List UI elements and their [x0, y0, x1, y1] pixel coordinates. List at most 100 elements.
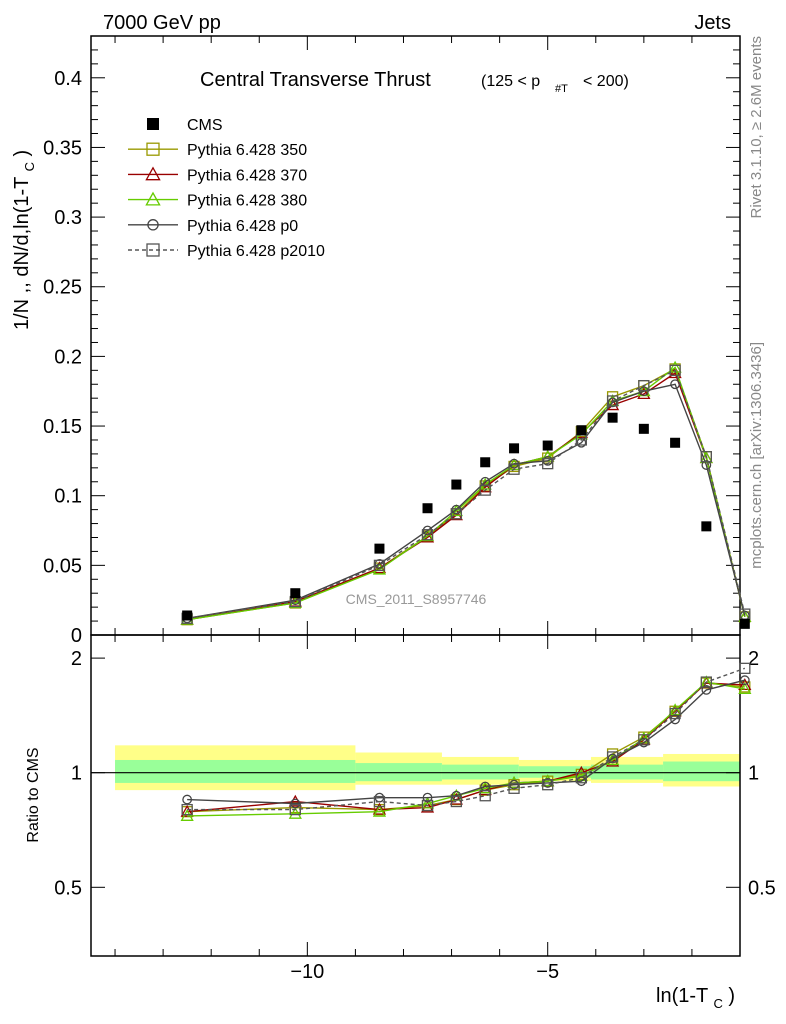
x-label-sub: C	[713, 996, 722, 1011]
marker-open-triangle	[420, 800, 435, 813]
marker-open-square	[575, 772, 588, 784]
marker-open-circle	[147, 219, 159, 231]
marker-open-circle	[451, 790, 462, 801]
y-label-top-end: )	[11, 150, 33, 157]
series-line	[187, 367, 746, 621]
marker-open-triangle	[738, 682, 752, 694]
y-tick-label: 0	[71, 625, 82, 647]
marker-open-circle	[422, 525, 433, 536]
marker-filled-square	[451, 479, 462, 490]
legend: CMS Pythia 6.428 350 Pythia 6.428 370 Pythi…	[128, 117, 325, 260]
marker-open-square	[479, 484, 491, 496]
y-tick-label: 0.1	[54, 486, 82, 508]
marker-filled-square	[701, 521, 712, 532]
marker-open-circle	[422, 792, 433, 803]
header-left: 7000 GeV pp	[103, 12, 221, 34]
y-tick-label: 0.2	[54, 346, 82, 368]
legend-label: Pythia 6.428 350	[187, 142, 307, 159]
marker-filled-square	[739, 618, 750, 629]
marker-filled-square	[638, 423, 649, 434]
marker-open-triangle	[449, 504, 463, 517]
marker-open-triangle	[420, 529, 435, 542]
y-tick-label: 0.15	[43, 416, 82, 438]
marker-open-square	[669, 707, 681, 720]
header-right: Jets	[694, 12, 731, 34]
marker-open-square	[450, 508, 463, 520]
y-tick-label: 0.35	[43, 137, 82, 159]
ratio-tick-label-left: 1	[71, 763, 82, 785]
marker-filled-square	[374, 543, 385, 554]
marker-open-square	[373, 559, 386, 571]
source-label: mcplots.cern.ch [arXiv:1306.3436]	[748, 342, 765, 569]
marker-open-square	[146, 142, 160, 156]
marker-open-triangle	[668, 703, 682, 716]
legend-label: Pythia 6.428 p2010	[187, 243, 325, 260]
chart-title-main: Central Transverse Thrust	[200, 69, 431, 91]
marker-open-circle	[607, 753, 618, 764]
series-ratio	[180, 662, 752, 821]
band-inner	[518, 766, 591, 778]
ratio-panel-frame	[90, 634, 741, 957]
marker-open-square	[739, 662, 751, 674]
marker-filled-square	[607, 412, 618, 423]
series-line	[187, 372, 746, 621]
marker-open-square	[450, 795, 463, 808]
band-inner	[663, 761, 740, 782]
series-line	[187, 369, 746, 619]
marker-open-square	[479, 790, 491, 802]
x-tick-label: −10	[290, 961, 324, 983]
marker-open-square	[181, 803, 193, 816]
marker-open-circle	[542, 778, 553, 788]
marker-open-triangle	[145, 166, 161, 181]
marker-open-triangle	[145, 191, 161, 206]
y-axis-label-top: 1/N ,, dN/d,ln(1-T C )	[11, 150, 37, 330]
marker-open-triangle	[637, 387, 651, 400]
y-tick-label: 0.25	[43, 277, 82, 299]
marker-open-square	[508, 782, 520, 794]
marker-open-circle	[451, 504, 462, 515]
marker-open-triangle	[541, 774, 555, 787]
marker-filled-square	[290, 588, 301, 599]
marker-open-square	[373, 795, 386, 808]
marker-open-square	[700, 451, 712, 463]
legend-label: CMS	[187, 117, 223, 134]
marker-open-circle	[739, 675, 750, 686]
chart-title: Central Transverse Thrust (125 < p #T < …	[200, 69, 629, 95]
ratio-tick-label-left: 2	[71, 648, 82, 670]
marker-open-triangle	[420, 796, 435, 809]
marker-open-circle	[542, 455, 553, 466]
marker-open-triangle	[372, 562, 387, 575]
marker-open-circle	[670, 714, 680, 725]
marker-filled-square	[542, 440, 553, 451]
y-label-top-main: 1/N ,, dN/d,ln(1-T	[11, 177, 33, 330]
marker-open-square	[542, 779, 554, 791]
marker-open-square	[606, 751, 619, 763]
marker-open-triangle	[180, 809, 194, 821]
marker-filled-square	[576, 425, 587, 436]
band-inner	[590, 764, 664, 780]
marker-open-square	[606, 395, 619, 407]
y-tick-label: 0.05	[43, 555, 82, 577]
chart-title-cut-end: < 200)	[583, 73, 629, 90]
marker-filled-square	[480, 457, 491, 468]
legend-label: Pythia 6.428 p0	[187, 218, 298, 235]
marker-open-square	[421, 799, 434, 812]
marker-open-triangle	[738, 678, 752, 691]
band-inner	[441, 764, 519, 780]
marker-filled-square	[670, 437, 681, 448]
marker-open-circle	[290, 798, 301, 809]
marker-open-triangle	[605, 753, 620, 766]
series-line	[187, 383, 746, 619]
marker-open-circle	[480, 476, 491, 487]
marker-filled-square	[509, 443, 520, 454]
chart-title-cut-sub: #T	[555, 83, 568, 95]
legend-label: Pythia 6.428 380	[187, 193, 307, 210]
marker-open-triangle	[288, 806, 302, 819]
ratio-tick-label-left: 0.5	[54, 877, 82, 899]
marker-open-circle	[701, 685, 712, 695]
marker-open-circle	[576, 776, 587, 787]
marker-open-square	[542, 458, 554, 470]
marker-open-circle	[670, 379, 680, 390]
ratio-tick-label-right: 2	[748, 648, 759, 670]
x-axis-label: ln(1-T C )	[656, 985, 735, 1013]
